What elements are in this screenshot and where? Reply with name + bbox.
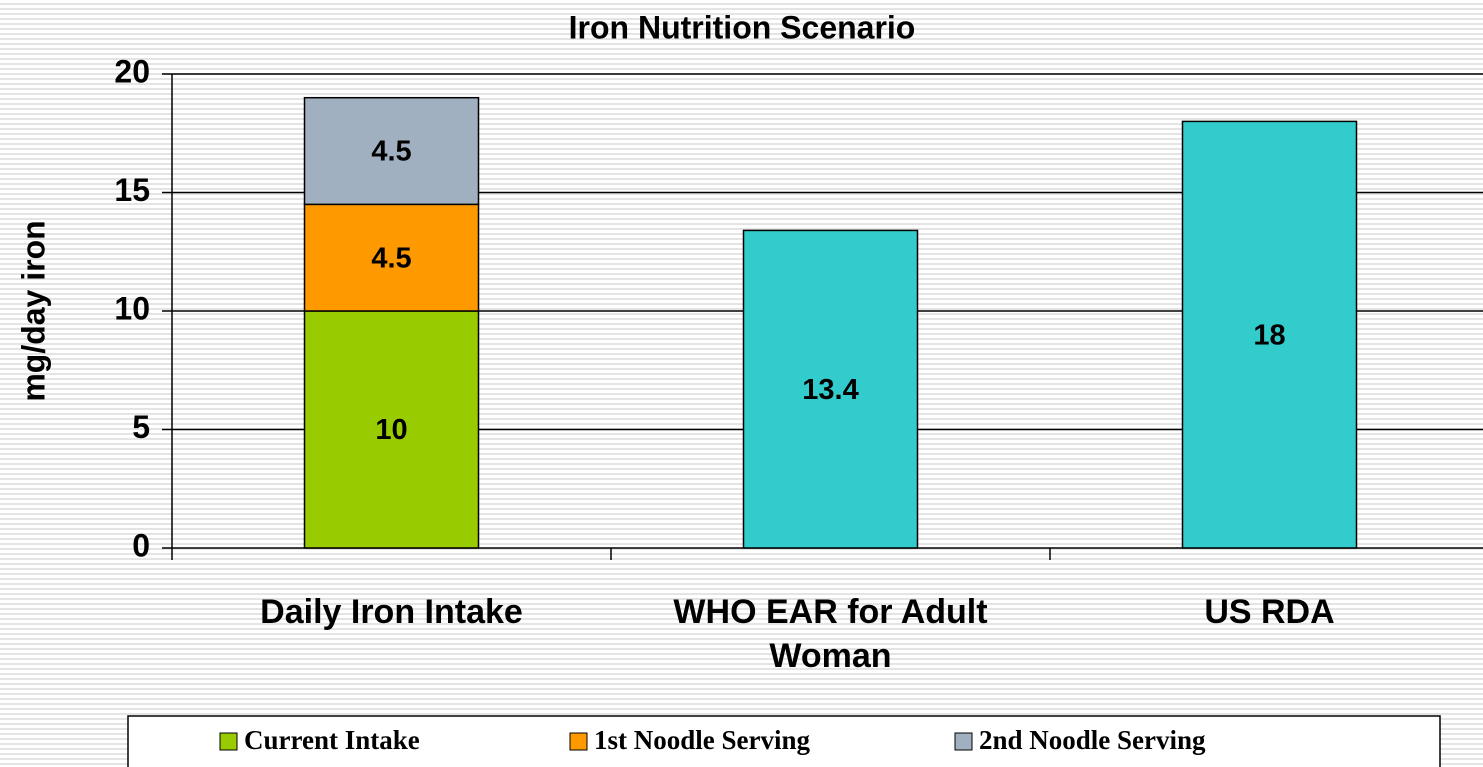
- x-tick-label: WHO EAR for Adult Woman: [673, 593, 987, 675]
- data-label: 13.4: [802, 374, 858, 406]
- data-label: 4.5: [371, 136, 411, 168]
- y-tick-label: 20: [114, 53, 150, 89]
- data-label: 4.5: [371, 242, 411, 274]
- bar-segment: [303, 310, 480, 549]
- data-label: 10: [375, 414, 407, 446]
- legend-label: 2nd Noodle Serving: [979, 725, 1206, 755]
- legend-swatch: [954, 732, 973, 751]
- chart-title: Iron Nutrition Scenario: [569, 9, 916, 45]
- y-tick-label: 5: [132, 409, 150, 445]
- y-tick-label: 15: [114, 172, 150, 208]
- y-tick-label: 0: [132, 527, 150, 563]
- legend-swatch: [219, 732, 238, 751]
- bar-segment: [742, 229, 919, 549]
- x-tick-label: US RDA: [1204, 593, 1334, 631]
- x-tick-label: Daily Iron Intake: [260, 593, 523, 631]
- legend-label: Current Intake: [244, 725, 420, 755]
- bar-segment: [303, 203, 480, 312]
- bar-segment: [1181, 120, 1358, 549]
- legend-label: 1st Noodle Serving: [594, 725, 811, 755]
- y-tick-label: 10: [114, 290, 150, 326]
- legend-swatch: [569, 732, 588, 751]
- y-axis-title: mg/day iron: [15, 220, 51, 401]
- bar-segment: [303, 96, 480, 206]
- data-label: 18: [1253, 319, 1285, 351]
- x-tick-label-line: Woman: [769, 637, 891, 675]
- legend-box: [127, 715, 1441, 767]
- x-tick-label-line: WHO EAR for Adult: [673, 593, 987, 631]
